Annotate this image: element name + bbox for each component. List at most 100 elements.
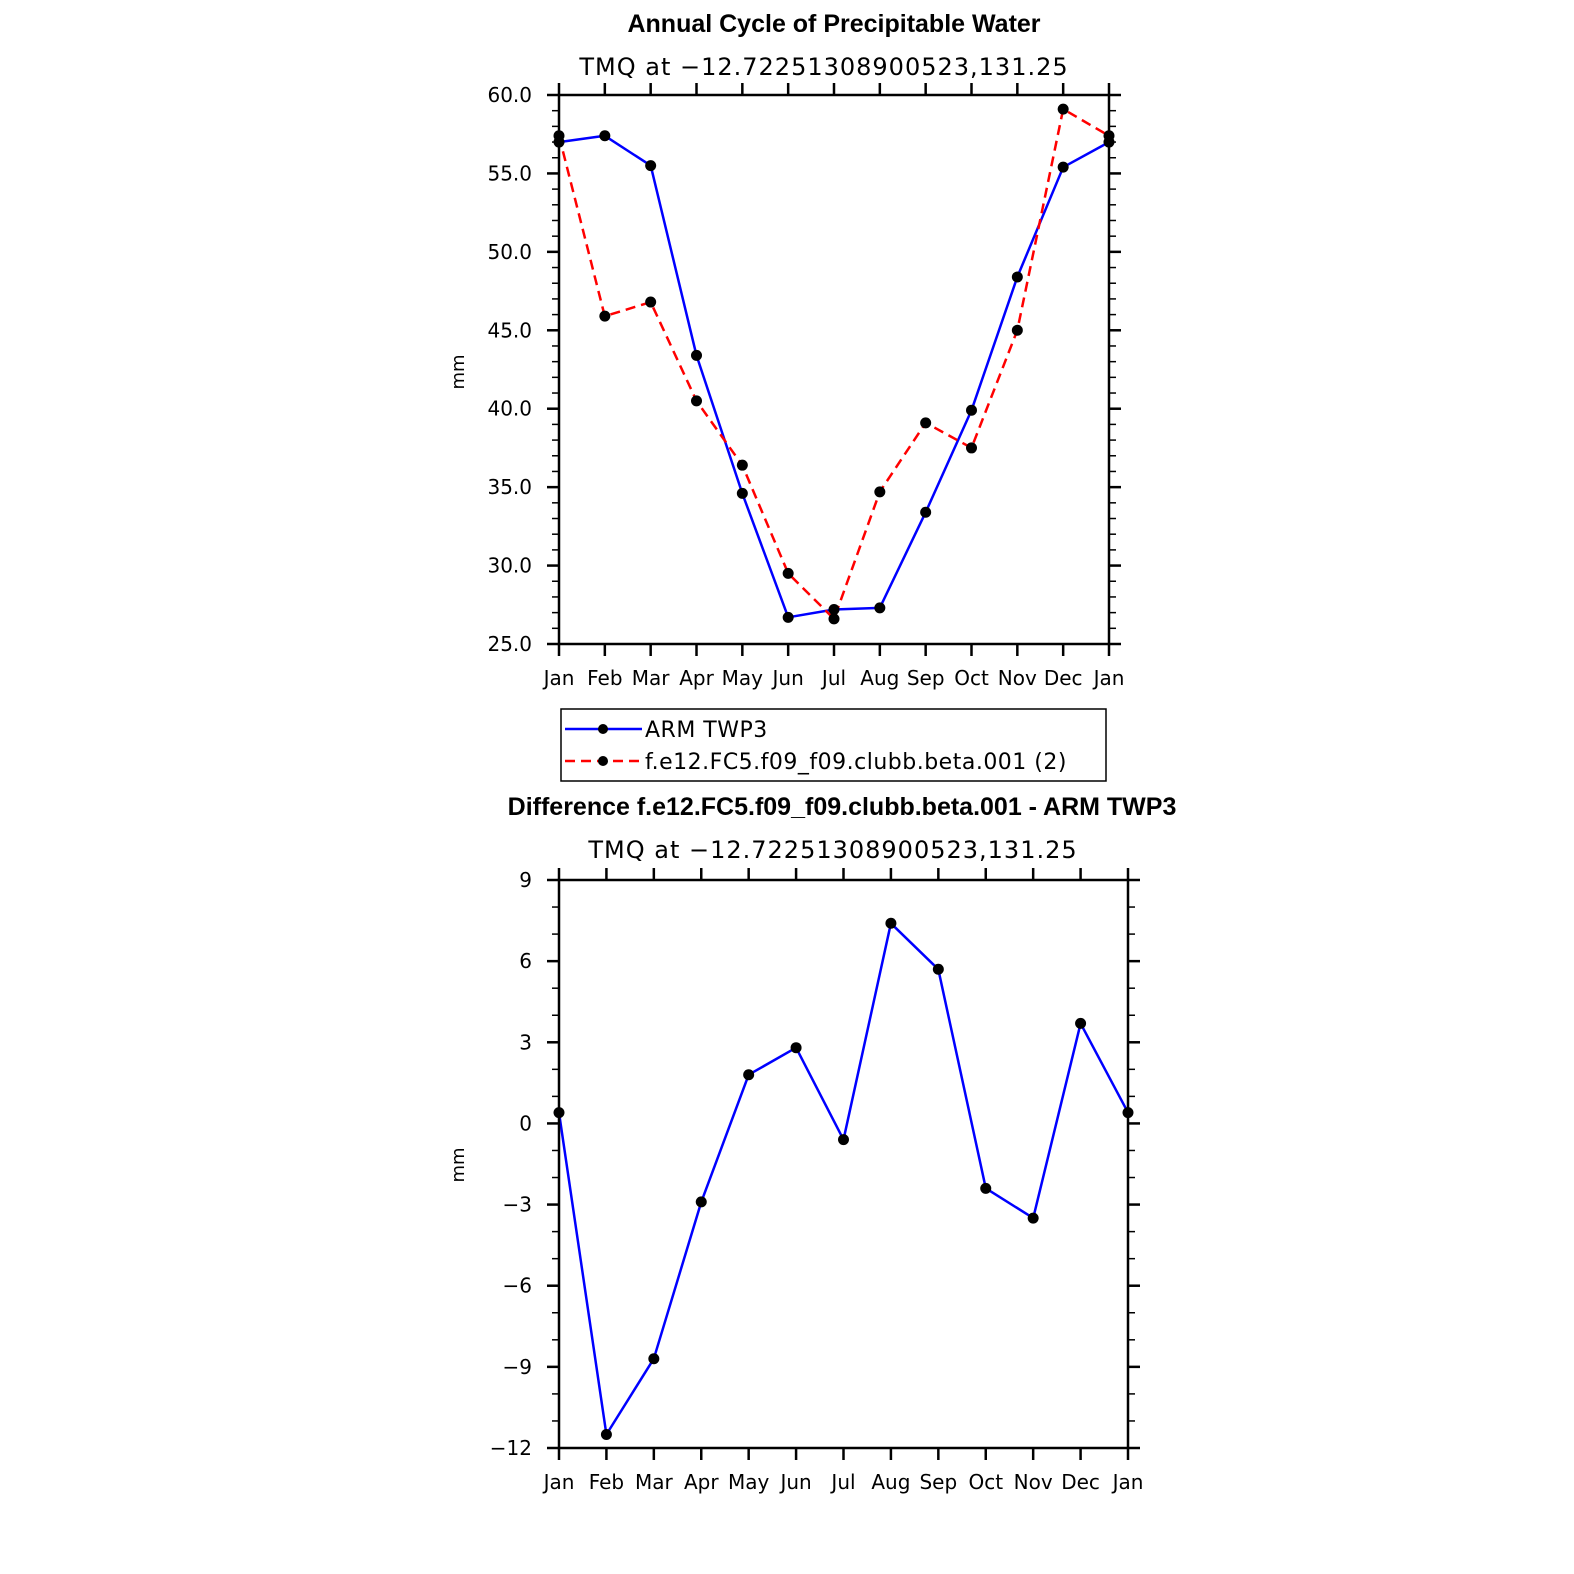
plot-frame (557, 93, 1111, 646)
data-point (1057, 161, 1069, 173)
legend: ARM TWP3 f.e12.FC5.f09_f09.clubb.beta.00… (560, 708, 1107, 782)
y-tick-label: 45.0 (487, 318, 532, 342)
data-point (599, 130, 611, 142)
data-point (1075, 1017, 1087, 1029)
data-point (1027, 1212, 1039, 1224)
data-point (691, 349, 702, 361)
series-line (557, 922, 1130, 1436)
precipitable-water-chart: Annual Cycle of Precipitable Water TMQ a… (448, 10, 1124, 690)
data-point (599, 310, 611, 322)
data-point (874, 486, 886, 498)
legend-label: ARM TWP3 (645, 718, 768, 743)
data-point (828, 603, 840, 615)
x-tick-label: Jun (778, 1470, 811, 1494)
y-tick-label: 55.0 (487, 161, 532, 185)
series-lines (557, 107, 1110, 621)
x-tick-label: May (728, 1470, 770, 1494)
x-tick-label: Jul (829, 1470, 855, 1494)
y-tick-label: 6 (519, 949, 532, 973)
x-tick-label: Oct (968, 1470, 1003, 1494)
y-tick-label: −3 (503, 1193, 532, 1217)
data-point (874, 602, 886, 614)
x-tick-label: Jan (1092, 666, 1125, 690)
data-point (691, 395, 702, 407)
y-axis-label: mm (448, 354, 469, 389)
x-tick-label: Apr (684, 1470, 719, 1494)
y-tick-label: 35.0 (487, 475, 532, 499)
data-point (782, 611, 794, 623)
x-tick-label: Jan (1111, 1470, 1144, 1494)
x-tick-label: Aug (871, 1470, 910, 1494)
data-point (790, 1042, 802, 1054)
y-tick-label: 30.0 (487, 554, 532, 578)
legend-swatch-marker (598, 756, 608, 766)
data-point (838, 1134, 849, 1146)
data-point (645, 296, 657, 308)
series-lines (557, 922, 1130, 1436)
data-point (645, 160, 657, 172)
legend-item-model: f.e12.FC5.f09_f09.clubb.beta.001 (2) (565, 750, 1067, 775)
y-axis-label: mm (448, 1147, 469, 1182)
y-tick-label: 9 (519, 868, 532, 892)
legend-item-arm-twp3: ARM TWP3 (565, 718, 768, 743)
data-point (1057, 103, 1069, 115)
series-markers (553, 917, 1134, 1440)
y-tick-labels: 25.0 30.0 35.0 40.0 45.0 50.0 55.0 60.0 (487, 83, 532, 656)
x-tick-labels: Jan Feb Mar Apr May Jun Jul Aug Sep Oct Nov Dec Jan (542, 666, 1125, 690)
data-point (600, 1428, 612, 1440)
data-point (828, 613, 840, 625)
y-tick-label: 3 (519, 1030, 532, 1054)
axis-ticks (547, 83, 1121, 656)
y-tick-labels: −12 −9 −6 −3 0 3 6 9 (490, 868, 532, 1460)
legend-label: f.e12.FC5.f09_f09.clubb.beta.001 (2) (645, 750, 1067, 775)
x-tick-label: Nov (998, 666, 1037, 690)
data-point (966, 404, 977, 416)
y-tick-label: 50.0 (487, 240, 532, 264)
x-tick-label: Jun (771, 666, 804, 690)
series-markers (553, 103, 1115, 625)
x-tick-label: Feb (589, 1470, 624, 1494)
data-point (920, 506, 932, 518)
y-tick-label: −9 (503, 1355, 532, 1379)
y-tick-label: −12 (490, 1436, 532, 1460)
x-tick-label: Mar (632, 666, 671, 690)
plot-frame (557, 878, 1130, 1450)
data-point (736, 487, 748, 499)
chart-title: Difference f.e12.FC5.f09_f09.clubb.beta.… (508, 793, 1177, 821)
legend-box (560, 708, 1107, 782)
x-tick-label: Sep (919, 1470, 957, 1494)
y-tick-label: 0 (519, 1111, 532, 1135)
data-point (980, 1182, 992, 1194)
data-point (885, 917, 897, 929)
x-tick-label: Jul (820, 666, 846, 690)
data-point (932, 963, 944, 975)
y-tick-label: −6 (503, 1274, 532, 1298)
y-tick-label: 60.0 (487, 83, 532, 107)
data-point (966, 442, 977, 454)
x-tick-labels: Jan Feb Mar Apr May Jun Jul Aug Sep Oct Nov Dec Jan (542, 1470, 1144, 1494)
x-tick-label: Apr (679, 666, 714, 690)
axis-ticks (547, 868, 1140, 1460)
x-tick-label: Aug (860, 666, 899, 690)
data-point (743, 1069, 755, 1081)
series-line (558, 134, 1110, 619)
y-tick-label: 40.0 (487, 397, 532, 421)
data-point (782, 567, 794, 579)
data-point (695, 1196, 707, 1208)
chart-subtitle: TMQ at −12.72251308900523,131.25 (587, 836, 1077, 864)
data-point (920, 417, 932, 429)
x-tick-label: Mar (635, 1470, 674, 1494)
x-tick-label: Sep (907, 666, 945, 690)
data-point (1011, 271, 1023, 283)
x-tick-label: Jan (542, 1470, 575, 1494)
data-point (736, 459, 748, 471)
chart-subtitle: TMQ at −12.72251308900523,131.25 (578, 53, 1068, 81)
x-tick-label: Feb (587, 666, 622, 690)
series-line (557, 107, 1110, 621)
data-point (1011, 324, 1023, 336)
x-tick-label: Dec (1061, 1470, 1100, 1494)
legend-swatch-marker (598, 724, 608, 734)
data-point (648, 1353, 660, 1365)
x-tick-label: May (722, 666, 764, 690)
